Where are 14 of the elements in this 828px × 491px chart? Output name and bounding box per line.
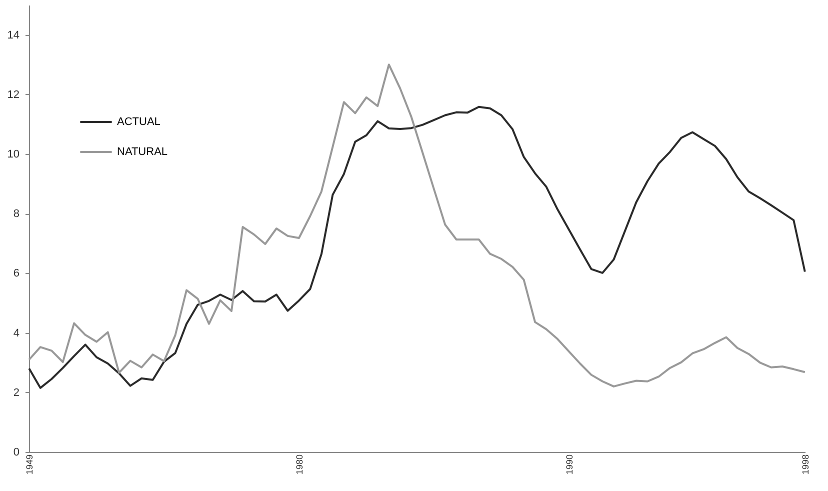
x-tick-label: 1980: [294, 454, 304, 475]
x-tick-label: 1998: [800, 454, 810, 475]
y-tick-label: 0: [13, 446, 20, 458]
y-tick-label: 2: [13, 386, 20, 399]
y-tick-label: 14: [7, 29, 20, 42]
legend-label: ACTUAL: [117, 116, 160, 128]
legend-label: NATURAL: [117, 146, 168, 158]
y-tick-label: 6: [13, 268, 20, 280]
y-tick-label: 4: [13, 327, 20, 340]
x-tick-label: 1949: [24, 454, 35, 475]
y-tick-label: 10: [7, 148, 20, 160]
y-tick-label: 12: [7, 88, 20, 101]
x-tick-label: 1990: [564, 454, 574, 475]
y-tick-label: 8: [13, 208, 20, 220]
